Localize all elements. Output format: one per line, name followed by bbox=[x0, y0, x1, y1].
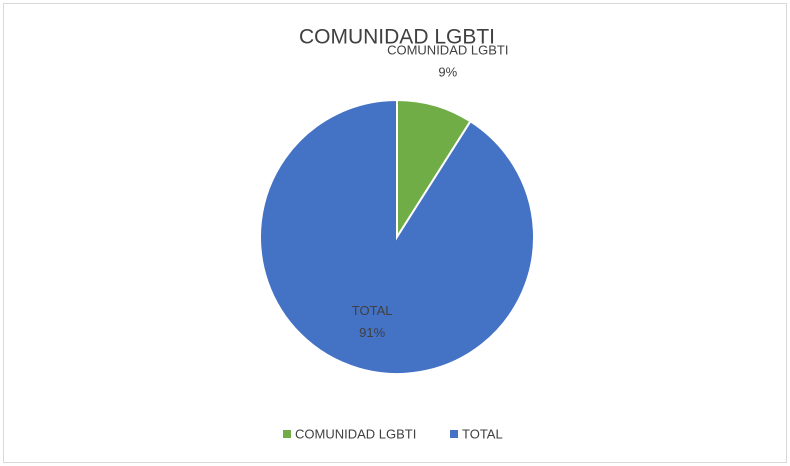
data-label-name: COMUNIDAD LGBTI bbox=[387, 43, 508, 58]
legend-label: TOTAL bbox=[462, 426, 503, 441]
chart-title: COMUNIDAD LGBTI bbox=[299, 26, 495, 49]
legend-swatch bbox=[450, 430, 458, 438]
pie-slice bbox=[259, 98, 535, 375]
data-label-name: TOTAL bbox=[352, 303, 393, 318]
data-label-value: 9% bbox=[438, 65, 457, 80]
legend-swatch bbox=[283, 430, 291, 438]
legend-label: COMUNIDAD LGBTI bbox=[295, 426, 416, 441]
data-label-value: 91% bbox=[359, 325, 385, 340]
